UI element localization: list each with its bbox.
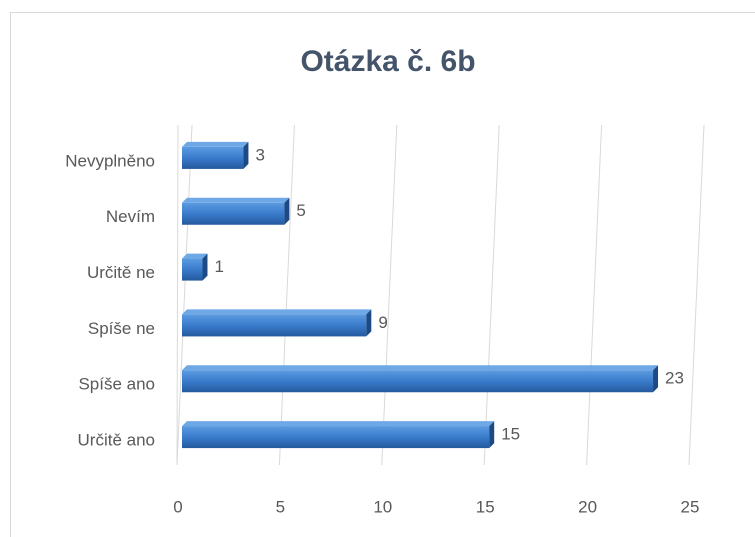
bar (182, 253, 208, 281)
bar-top (182, 253, 208, 259)
x-tick-label: 0 (173, 497, 182, 516)
y-tick-label: Určitě ano (78, 431, 155, 450)
bar-top (182, 421, 495, 427)
bar (182, 309, 372, 337)
x-tick-label: 10 (373, 497, 392, 516)
value-label: 9 (378, 313, 387, 332)
x-tick-label: 25 (681, 497, 700, 516)
grid-line (176, 124, 193, 466)
value-label: 5 (296, 201, 305, 220)
bar-side (366, 309, 372, 337)
bar-front (182, 426, 490, 449)
bar-front (182, 258, 203, 281)
grid-line (381, 124, 398, 466)
bar-side (489, 421, 495, 449)
bar (182, 365, 659, 393)
bar (182, 421, 495, 449)
floor-line (176, 124, 179, 466)
bar-front (182, 370, 654, 393)
y-tick-label: Spíše ano (78, 375, 155, 394)
bar (182, 141, 249, 169)
grid-line (483, 124, 500, 466)
y-tick-label: Určitě ne (87, 263, 155, 282)
value-label: 1 (214, 257, 223, 276)
bar-front (182, 146, 244, 169)
value-label: 15 (501, 425, 520, 444)
value-label: 3 (255, 145, 264, 164)
bar-top (182, 141, 249, 147)
grid-line (688, 124, 705, 466)
bar-front (182, 202, 285, 225)
chart-title: Otázka č. 6b (300, 45, 475, 78)
value-label: 23 (665, 369, 684, 388)
y-tick-label: Nevyplněno (65, 151, 155, 170)
bar-side (243, 141, 249, 169)
x-tick-label: 15 (476, 497, 495, 516)
y-tick-label: Spíše ne (88, 319, 155, 338)
bar-side (202, 253, 208, 281)
grid-line (586, 124, 603, 466)
bar-top (182, 197, 290, 203)
grid-line (278, 124, 295, 466)
bar-side (284, 197, 290, 225)
bar-top (182, 309, 372, 315)
x-tick-label: 20 (578, 497, 597, 516)
bar (182, 197, 290, 225)
bar-side (653, 365, 659, 393)
x-tick-label: 5 (276, 497, 285, 516)
bar-top (182, 365, 659, 371)
bar-front (182, 314, 367, 337)
y-tick-label: Nevím (106, 207, 155, 226)
